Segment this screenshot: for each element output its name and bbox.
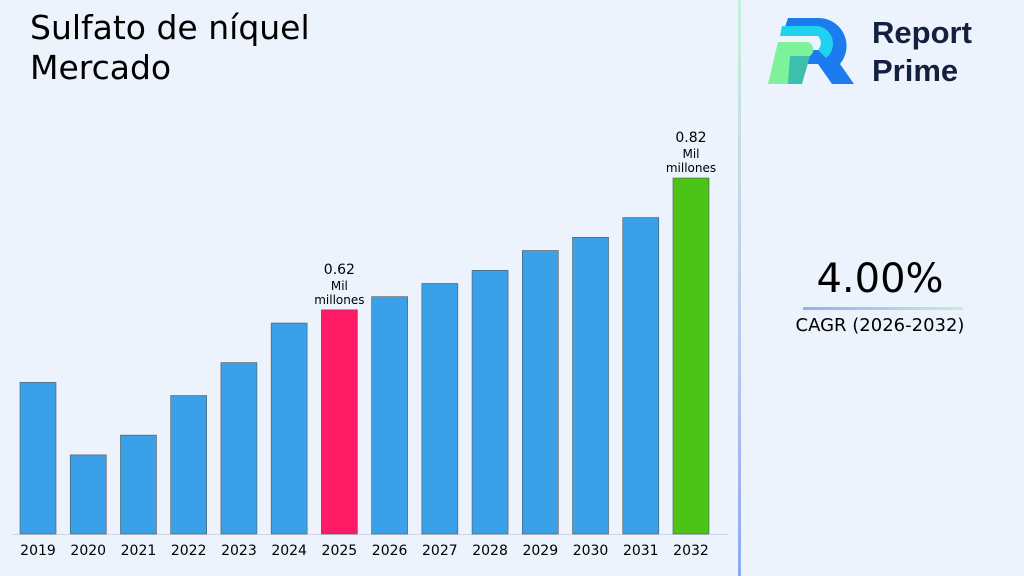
x-tick-label-2029: 2029 xyxy=(522,543,558,559)
x-tick-label-2021: 2021 xyxy=(121,543,157,559)
bar-chart: 2019 2020 2021 2022 2023 2024 20250.62Milmillo… xyxy=(12,130,728,559)
cagr-label: CAGR (2026-2032) xyxy=(795,315,965,336)
x-tick-label-2026: 2026 xyxy=(372,543,408,559)
bar-2029 xyxy=(521,250,559,535)
title-line-2: Mercado xyxy=(30,48,172,87)
data-label-2032: millones xyxy=(666,161,716,175)
data-label-2032: Mil xyxy=(682,147,699,161)
data-label-2025: millones xyxy=(314,293,364,307)
x-tick-label-2032: 2032 xyxy=(673,543,709,559)
data-label-2032: 0.82 xyxy=(675,130,706,146)
bar-2019 xyxy=(19,382,57,535)
brand-name: Report Prime xyxy=(872,14,972,90)
x-tick-label-2022: 2022 xyxy=(171,543,207,559)
bar-2020 xyxy=(69,454,107,535)
x-tick-label-2028: 2028 xyxy=(472,543,508,559)
cagr-value: 4.00% xyxy=(816,256,944,302)
bar-2021 xyxy=(120,434,157,535)
bar-2030 xyxy=(572,237,609,535)
data-label-2025: Mil xyxy=(331,279,348,293)
bar-2023 xyxy=(220,362,258,535)
bar-2031 xyxy=(622,217,660,535)
data-label-2025: 0.62 xyxy=(324,262,355,278)
bar-2022 xyxy=(170,395,207,535)
chart-title: Sulfato de níquel Mercado xyxy=(30,8,310,88)
x-tick-label-2019: 2019 xyxy=(20,543,56,559)
divider xyxy=(738,0,741,576)
bar-2024 xyxy=(270,322,308,535)
x-tick-label-2020: 2020 xyxy=(70,543,106,559)
title-line-1: Sulfato de níquel xyxy=(30,8,310,47)
brand-line-2: Prime xyxy=(872,53,959,88)
x-tick-label-2027: 2027 xyxy=(422,543,458,559)
bar-2027 xyxy=(421,283,459,535)
bar-2025 xyxy=(321,309,358,535)
bar-2028 xyxy=(471,269,509,535)
cagr-underline xyxy=(803,307,963,310)
brand-line-1: Report xyxy=(872,15,972,50)
x-tick-label-2023: 2023 xyxy=(221,543,257,559)
bar-2026 xyxy=(371,296,408,535)
report-prime-logo-icon xyxy=(768,17,854,84)
x-tick-label-2025: 2025 xyxy=(322,543,358,559)
x-tick-label-2031: 2031 xyxy=(623,543,659,559)
bar-2032 xyxy=(672,177,710,535)
x-tick-label-2024: 2024 xyxy=(271,543,307,559)
x-tick-label-2030: 2030 xyxy=(573,543,609,559)
